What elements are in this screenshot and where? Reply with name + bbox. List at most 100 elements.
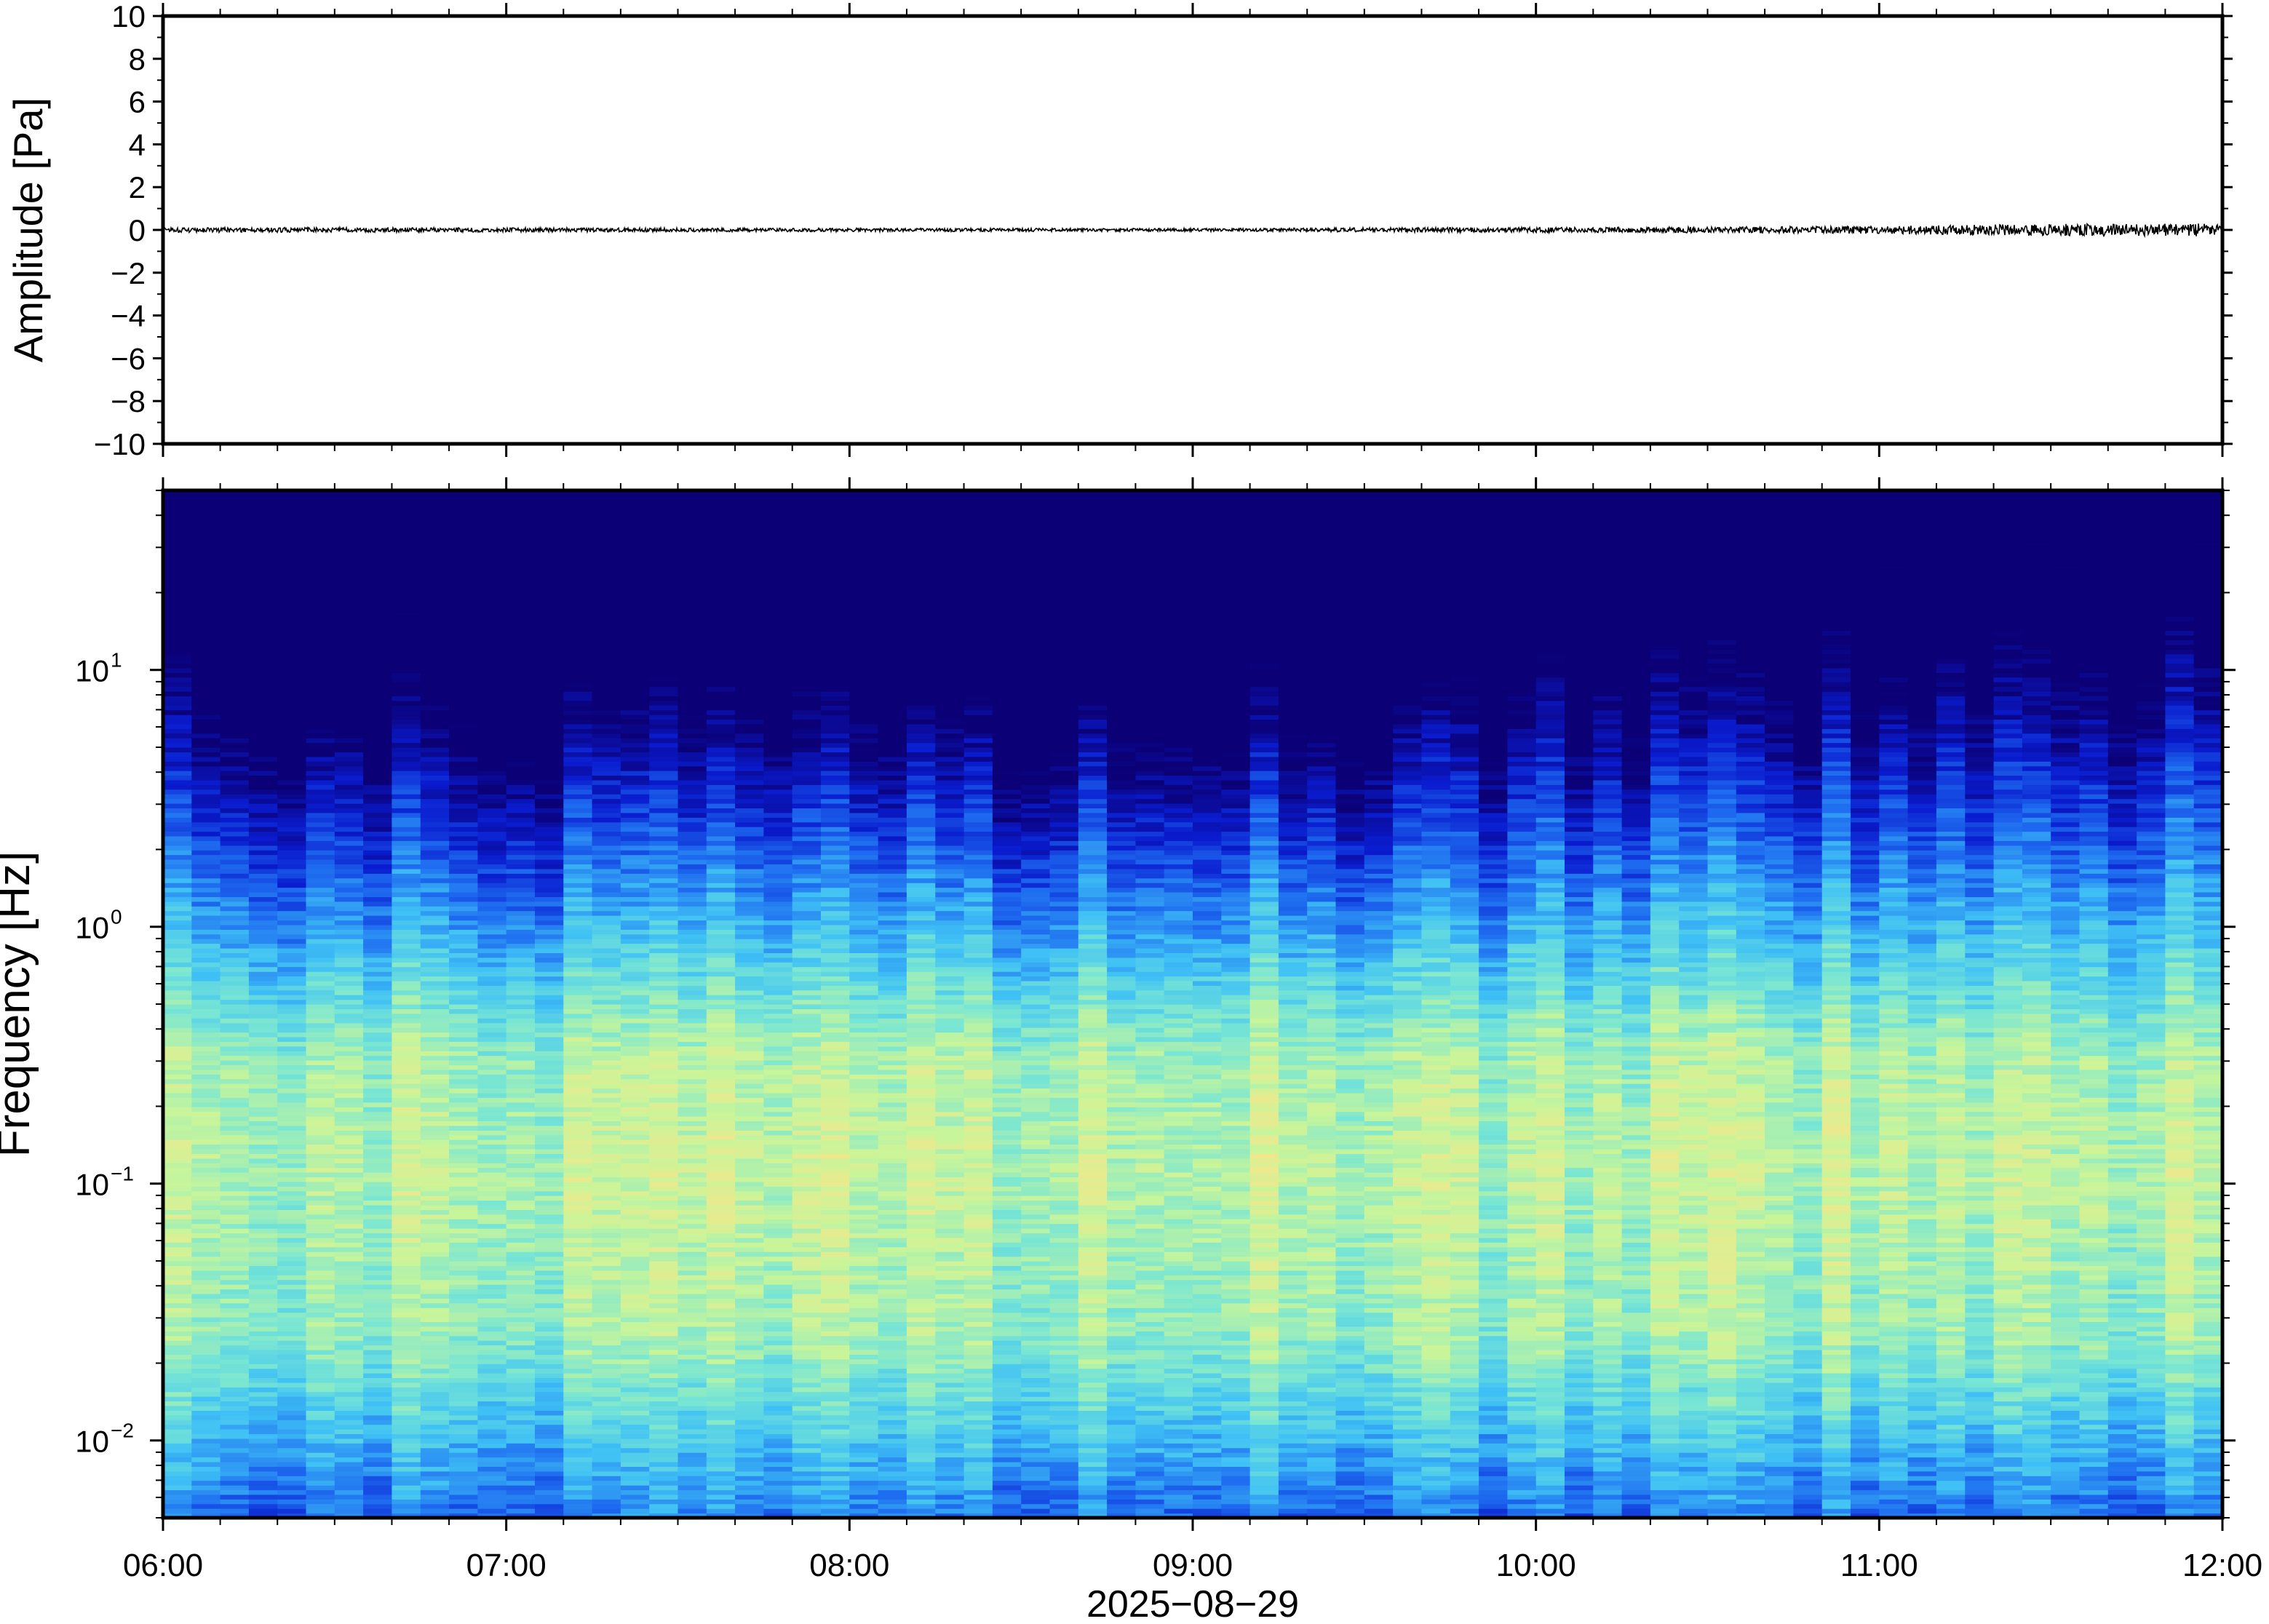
spectrogram-cell [506,672,536,678]
spectrogram-cell [392,1321,421,1327]
spectrogram-cell [277,663,307,669]
spectrogram-cell [706,1470,736,1476]
spectrogram-cell [735,915,764,921]
spectrogram-cell [220,1246,250,1252]
spectrogram-cell [334,901,364,907]
spectrogram-cell [763,1032,793,1038]
spectrogram-cell [763,1181,793,1187]
spectrogram-cell [821,1228,850,1234]
spectrogram-cell [392,761,421,767]
spectrogram-cell [792,971,822,977]
spectrogram-cell [535,1424,564,1430]
spectrogram-cell [563,1088,593,1094]
spectrogram-cell [248,1139,278,1145]
spectrogram-cell [363,1032,392,1038]
spectrogram-cell [191,779,221,785]
spectrogram-cell [563,616,593,622]
spectrogram-cell [277,906,307,912]
spectrogram-cell [535,1036,564,1042]
spectrogram-cell [363,705,392,711]
spectrogram-cell [220,1466,250,1472]
spectrogram-cell [248,1223,278,1229]
spectrogram-cell [792,1293,822,1299]
spectrogram-cell [535,840,564,846]
spectrogram-cell [334,817,364,823]
spectrogram-cell [420,775,450,781]
spectrogram-cell [706,677,736,682]
spectrogram-cell [363,1074,392,1080]
spectrogram-cell [420,1377,450,1383]
spectrogram-cell [620,789,650,795]
spectrogram-cell [649,1125,679,1131]
spectrogram-cell [363,1158,392,1163]
spectrogram-cell [449,747,478,752]
spectrogram-cell [248,962,278,968]
spectrogram-cell [163,976,192,982]
spectrogram-cell [220,1289,250,1294]
spectrogram-cell [420,1130,450,1136]
spectrogram-cell [248,1382,278,1388]
spectrogram-cell [735,1022,764,1028]
spectrogram-cell [649,705,679,711]
spectrogram-cell [763,1261,793,1266]
spectrogram-cell [277,1499,307,1505]
spectrogram-cell [506,1261,536,1266]
spectrogram-cell [420,803,450,808]
spectrogram-cell [821,803,850,808]
spectrogram-cell [306,995,335,1000]
spectrogram-cell [449,1279,478,1285]
spectrogram-cell [363,1163,392,1169]
spectrogram-cell [506,1429,536,1435]
spectrogram-cell [506,1396,536,1402]
spectrogram-cell [592,1060,621,1065]
spectrogram-cell [535,1503,564,1509]
spectrogram-cell [392,1069,421,1075]
spectrogram-cell [506,1097,536,1103]
spectrogram-cell [592,1125,621,1131]
spectrogram-cell [620,635,650,640]
spectrogram-cell [649,1153,679,1159]
spectrogram-cell [277,1111,307,1117]
spectrogram-cell [420,821,450,827]
spectrogram-cell [563,1200,593,1206]
spectrogram-cell [763,1387,793,1393]
spectrogram-cell [763,1186,793,1192]
spectrogram-cell [592,803,621,808]
spectrogram-cell [592,1083,621,1089]
spectrogram-cell [163,1368,192,1374]
spectrogram-cell [677,682,707,688]
spectrogram-cell [677,976,707,982]
spectrogram-cell [763,962,793,968]
spectrogram-cell [563,1349,593,1355]
spectrogram-cell [563,1055,593,1061]
spectrogram-cell [706,1364,736,1369]
spectrogram-cell [191,887,221,893]
spectrogram-cell [849,1340,879,1346]
spectrogram-cell [306,1377,335,1383]
spectrogram-cell [163,812,192,818]
spectrogram-cell [649,1508,679,1514]
spectrogram-cell [677,728,707,734]
spectrogram-cell [792,1004,822,1009]
spectrogram-cell [706,1107,736,1112]
spectrogram-cell [420,939,450,944]
spectrogram-cell [735,663,764,669]
spectrogram-cell [163,1205,192,1210]
spectrogram-cell [334,1312,364,1318]
spectrogram-cell [620,626,650,632]
spectrogram-cell [248,1420,278,1425]
spectrogram-cell [535,738,564,744]
spectrogram-cell [220,1457,250,1462]
spectrogram-cell [563,808,593,813]
spectrogram-cell [220,1391,250,1397]
spectrogram-cell [449,1476,478,1481]
spectrogram-cell [392,1078,421,1084]
spectrogram-cell [735,1433,764,1439]
spectrogram-cell [220,1092,250,1098]
spectrogram-cell [735,1027,764,1033]
spectrogram-cell [677,733,707,739]
spectrogram-cell [821,728,850,734]
spectrogram-cell [220,1513,250,1518]
spectrogram-cell [277,1349,307,1355]
spectrogram-cell [449,715,478,720]
